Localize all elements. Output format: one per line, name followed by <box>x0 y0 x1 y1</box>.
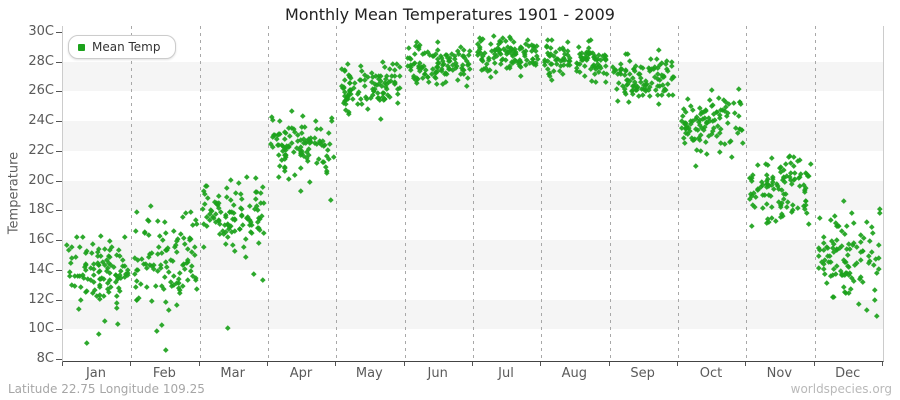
x-tick-label: Sep <box>630 366 655 381</box>
month-gridline <box>678 26 679 361</box>
footer-coordinates: Latitude 22.75 Longitude 109.25 <box>8 382 205 396</box>
x-tick-mark <box>745 362 747 366</box>
month-gridline <box>609 26 611 361</box>
y-tick-label: 14C <box>28 261 54 277</box>
x-tick-label: Mar <box>220 366 245 381</box>
y-tick-label: 26C <box>28 83 54 99</box>
x-tick-mark <box>198 362 200 366</box>
legend-label: Mean Temp <box>92 40 161 54</box>
x-tick-mark <box>813 362 815 366</box>
footer-watermark: worldspecies.org <box>790 382 892 396</box>
y-tick-mark <box>56 299 62 301</box>
month-gridline <box>131 26 133 361</box>
x-tick-label: Jun <box>427 366 448 381</box>
y-tick-mark <box>56 150 62 152</box>
plot-area: Mean Temp <box>62 26 884 362</box>
y-tick-label: 22C <box>28 142 54 158</box>
x-tick-mark <box>472 362 473 366</box>
y-tick-mark <box>56 269 62 271</box>
month-gridline <box>404 26 406 361</box>
y-tick-mark <box>56 329 62 331</box>
y-tick-label: 8C <box>36 351 54 366</box>
y-tick-label: 10C <box>28 321 54 337</box>
month-gridline <box>268 26 269 361</box>
y-tick-label: 24C <box>28 113 54 129</box>
y-tick-label: 28C <box>28 53 54 69</box>
x-tick-mark <box>130 362 132 366</box>
x-tick-label: Apr <box>289 366 313 381</box>
y-tick-mark <box>56 31 62 33</box>
y-tick-mark <box>56 180 62 182</box>
y-axis-label: Temperature <box>6 151 22 235</box>
x-tick-mark <box>335 362 337 366</box>
chart-title: Monthly Mean Temperatures 1901 - 2009 <box>285 5 615 24</box>
x-tick-label: May <box>355 366 383 381</box>
x-tick-label: Jul <box>498 366 514 381</box>
x-tick-label: Aug <box>561 366 588 381</box>
x-tick-label: Jan <box>85 366 107 381</box>
legend: Mean Temp <box>68 35 176 59</box>
y-tick-mark <box>56 210 62 212</box>
month-gridline <box>541 26 543 361</box>
x-tick-mark <box>540 362 542 366</box>
y-tick-label: 20C <box>28 172 54 188</box>
y-tick-mark <box>56 61 62 63</box>
x-tick-mark <box>267 362 268 366</box>
y-tick-label: 30C <box>28 23 54 39</box>
y-tick-label: 18C <box>28 202 54 218</box>
month-gridline <box>336 26 338 361</box>
x-tick-mark <box>882 362 883 366</box>
y-tick-mark <box>56 121 62 123</box>
x-tick-label: Dec <box>835 366 861 381</box>
month-gridline <box>473 26 474 361</box>
x-tick-mark <box>677 362 678 366</box>
x-tick-mark <box>608 362 610 366</box>
y-tick-mark <box>56 91 62 93</box>
x-tick-mark <box>62 362 63 366</box>
y-tick-label: 12C <box>28 291 54 307</box>
y-tick-mark <box>56 240 62 242</box>
y-tick-label: 16C <box>28 232 54 248</box>
month-gridline <box>746 26 748 361</box>
x-tick-mark <box>403 362 405 366</box>
month-gridline <box>199 26 201 361</box>
x-tick-label: Feb <box>152 366 176 381</box>
x-tick-label: Nov <box>766 366 793 381</box>
x-tick-label: Oct <box>699 366 723 381</box>
y-tick-mark <box>56 359 62 360</box>
month-gridline <box>814 26 816 361</box>
legend-marker-icon <box>78 43 85 51</box>
